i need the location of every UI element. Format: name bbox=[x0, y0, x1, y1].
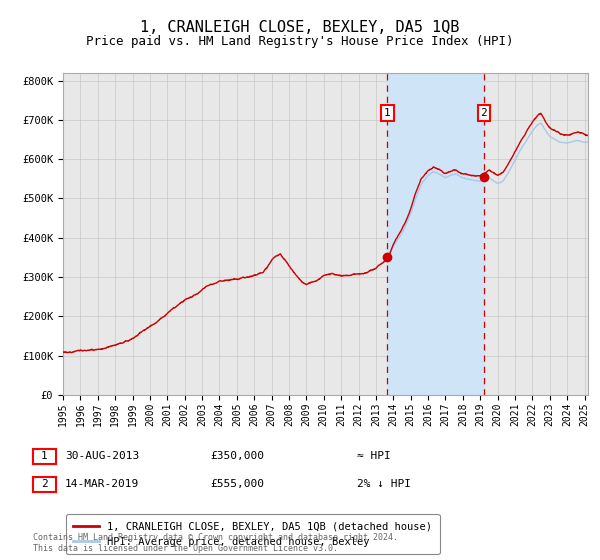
Text: 1: 1 bbox=[384, 108, 391, 118]
Text: 14-MAR-2019: 14-MAR-2019 bbox=[65, 479, 139, 489]
Text: 2% ↓ HPI: 2% ↓ HPI bbox=[357, 479, 411, 489]
Text: 1: 1 bbox=[41, 451, 48, 461]
Text: 30-AUG-2013: 30-AUG-2013 bbox=[65, 451, 139, 461]
Bar bbox=[388, 73, 484, 395]
Legend: 1, CRANLEIGH CLOSE, BEXLEY, DA5 1QB (detached house), HPI: Average price, detach: 1, CRANLEIGH CLOSE, BEXLEY, DA5 1QB (det… bbox=[65, 514, 440, 554]
Text: £350,000: £350,000 bbox=[210, 451, 264, 461]
Text: 2: 2 bbox=[41, 479, 48, 489]
Text: £555,000: £555,000 bbox=[210, 479, 264, 489]
Text: Contains HM Land Registry data © Crown copyright and database right 2024.
This d: Contains HM Land Registry data © Crown c… bbox=[33, 533, 398, 553]
Text: ≈ HPI: ≈ HPI bbox=[357, 451, 391, 461]
Text: 2: 2 bbox=[481, 108, 487, 118]
Text: 1, CRANLEIGH CLOSE, BEXLEY, DA5 1QB: 1, CRANLEIGH CLOSE, BEXLEY, DA5 1QB bbox=[140, 20, 460, 35]
Text: Price paid vs. HM Land Registry's House Price Index (HPI): Price paid vs. HM Land Registry's House … bbox=[86, 35, 514, 48]
